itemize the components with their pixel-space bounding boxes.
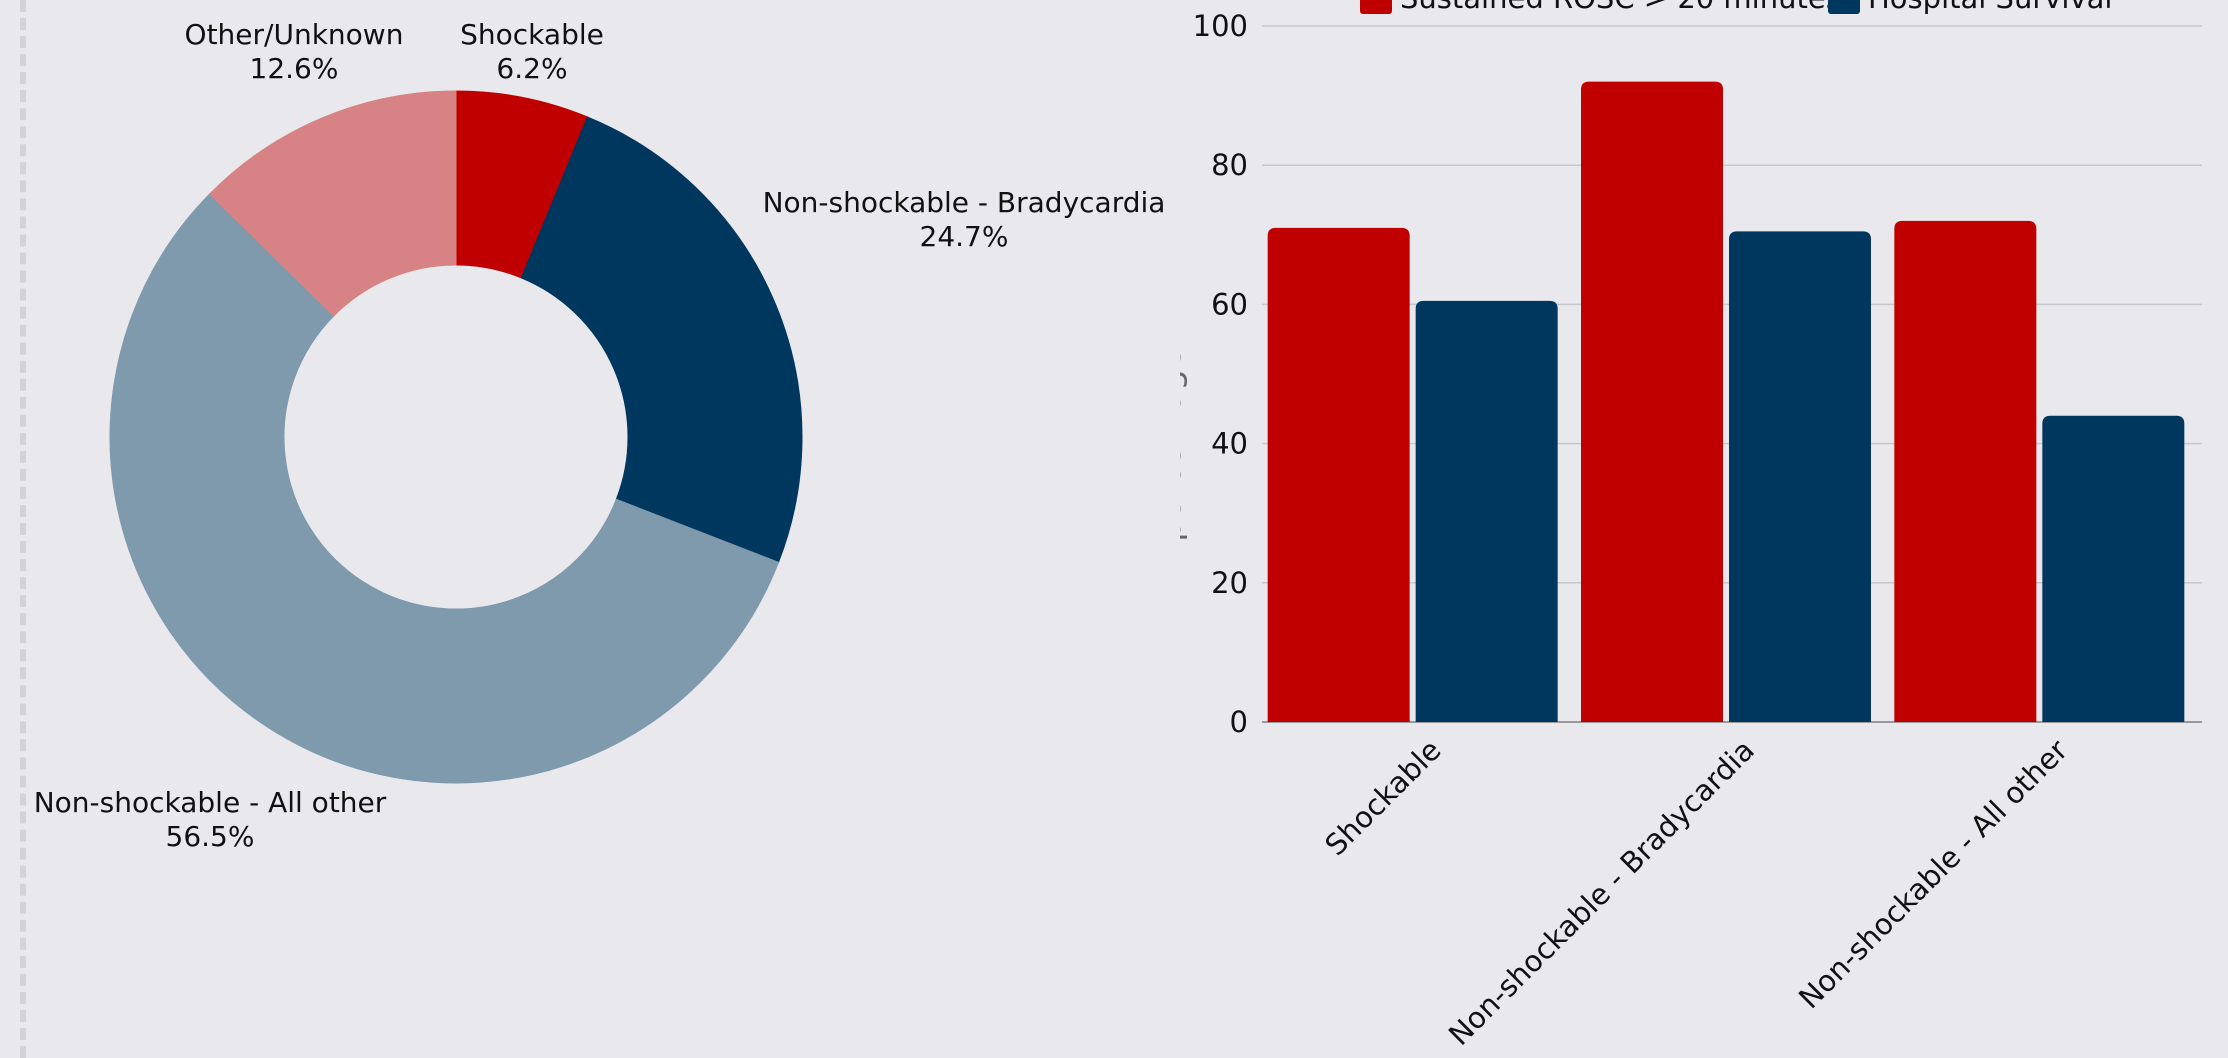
- y-tick-label: 20: [1211, 566, 1248, 600]
- y-tick-label: 40: [1211, 427, 1248, 461]
- bar-hospital-survival-non-shockable-all-other: [2042, 415, 2185, 722]
- donut-slice-non-shockable-all-other: [109, 193, 780, 784]
- bar-hospital-survival-non-shockable-bradycardia: [1729, 231, 1871, 722]
- y-tick-label: 80: [1211, 148, 1248, 182]
- legend-swatch-hospital-survival: [1828, 0, 1860, 14]
- x-tick-label-shockable: Shockable: [1318, 733, 1447, 862]
- bar-sustained-rosc-20-minutes-non-shockable-bradycardia: [1581, 81, 1723, 723]
- legend-swatch-sustained-rosc-20-minutes: [1360, 0, 1392, 14]
- donut-label-other-unknown: Other/Unknown: [185, 18, 404, 51]
- x-tick-label-non-shockable-all-other: Non-shockable - All other: [1792, 733, 2074, 1015]
- donut-pct-other-unknown: 12.6%: [250, 52, 339, 85]
- legend-label-sustained-rosc-20-minutes: Sustained ROSC > 20 minutes: [1400, 0, 1841, 15]
- bar-sustained-rosc-20-minutes-shockable: [1267, 227, 1410, 722]
- y-axis-label: percentage: [1180, 348, 1189, 542]
- bar-sustained-rosc-20-minutes-non-shockable-all-other: [1894, 220, 2037, 722]
- x-tick-label-non-shockable-bradycardia: Non-shockable - Bradycardia: [1442, 733, 1761, 1052]
- donut-label-non-shockable-bradycardia: Non-shockable - Bradycardia: [763, 186, 1166, 219]
- donut-pct-non-shockable-bradycardia: 24.7%: [920, 220, 1009, 253]
- y-tick-label: 60: [1211, 287, 1248, 321]
- donut-pct-shockable: 6.2%: [496, 52, 567, 85]
- bar-hospital-survival-shockable: [1415, 300, 1558, 722]
- donut-label-shockable: Shockable: [460, 18, 604, 51]
- donut-slice-non-shockable-bradycardia: [520, 116, 803, 563]
- donut-label-non-shockable-all-other: Non-shockable - All other: [34, 786, 387, 819]
- y-tick-label: 100: [1193, 9, 1248, 43]
- donut-slice-other-unknown: [209, 90, 457, 317]
- y-tick-label: 0: [1230, 705, 1248, 739]
- legend-label-hospital-survival: Hospital Survival: [1868, 0, 2112, 15]
- donut-pct-non-shockable-all-other: 56.5%: [166, 820, 255, 853]
- left-dashed-divider: [20, 0, 26, 1058]
